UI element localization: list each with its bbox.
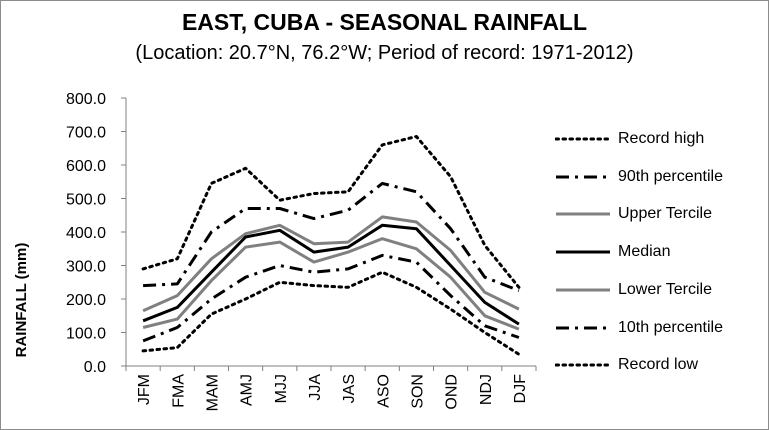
legend-swatch bbox=[556, 288, 610, 292]
series-line-lower-tercile bbox=[142, 237, 520, 331]
legend-label: Record low bbox=[618, 356, 699, 374]
legend-swatch bbox=[555, 137, 611, 141]
series-line-record-high bbox=[141, 135, 521, 289]
x-tick-label: JAS bbox=[341, 374, 358, 403]
x-tick-label: DJF bbox=[512, 374, 529, 404]
legend-swatch bbox=[556, 250, 610, 254]
series-line-median bbox=[142, 223, 520, 326]
legend-item: Upper Tercile bbox=[555, 201, 765, 227]
legend-swatch bbox=[556, 326, 610, 329]
y-tick-label: 300.0 bbox=[66, 259, 106, 276]
y-tick-label: 400.0 bbox=[66, 225, 106, 242]
series-line-10th-percentile bbox=[142, 253, 520, 343]
x-tick-label: SON bbox=[409, 374, 426, 409]
legend-label: 10th percentile bbox=[618, 318, 723, 336]
x-tick-label: NDJ bbox=[478, 374, 495, 405]
legend-item: 10th percentile bbox=[555, 315, 765, 341]
x-tick-label: OND bbox=[444, 374, 461, 410]
y-tick-label: 800.0 bbox=[66, 91, 106, 108]
legend-swatch bbox=[556, 175, 610, 179]
chart-title: EAST, CUBA - SEASONAL RAINFALL bbox=[181, 9, 588, 35]
legend-item: Record low bbox=[555, 352, 765, 378]
x-tick-label: JFM bbox=[136, 374, 153, 405]
x-tick-label: MJJ bbox=[273, 374, 290, 403]
legend-label: Median bbox=[618, 243, 671, 261]
y-tick-label: 0.0 bbox=[84, 359, 106, 376]
y-tick-label: 700.0 bbox=[66, 125, 106, 142]
x-tick-label: MAM bbox=[204, 374, 221, 411]
x-tick-label: AMJ bbox=[239, 374, 256, 406]
y-tick-label: 100.0 bbox=[66, 326, 106, 343]
legend-label: 90th percentile bbox=[618, 167, 723, 185]
series-line-record-low bbox=[141, 270, 521, 356]
legend-item: Lower Tercile bbox=[555, 277, 765, 303]
legend-swatch bbox=[555, 363, 611, 367]
legend-label: Upper Tercile bbox=[618, 205, 712, 223]
legend-item: Record high bbox=[555, 126, 765, 152]
legend-swatch bbox=[556, 212, 610, 216]
x-tick-label: FMA bbox=[170, 374, 187, 408]
x-tick-label: ASO bbox=[375, 374, 392, 408]
series-line-90th-percentile bbox=[143, 181, 520, 292]
legend-label: Record high bbox=[618, 130, 705, 147]
y-tick-label: 200.0 bbox=[66, 292, 106, 309]
y-tick-label: 500.0 bbox=[66, 192, 106, 209]
x-tick-label: JJA bbox=[307, 374, 324, 401]
legend-item: 90th percentile bbox=[555, 164, 765, 190]
legend-label: Lower Tercile bbox=[618, 280, 712, 298]
chart-subtitle: (Location: 20.7°N, 76.2°W; Period of rec… bbox=[135, 42, 634, 64]
y-tick-label: 600.0 bbox=[66, 158, 106, 175]
series-line-upper-tercile bbox=[142, 215, 520, 313]
legend-item: Median bbox=[555, 239, 765, 265]
